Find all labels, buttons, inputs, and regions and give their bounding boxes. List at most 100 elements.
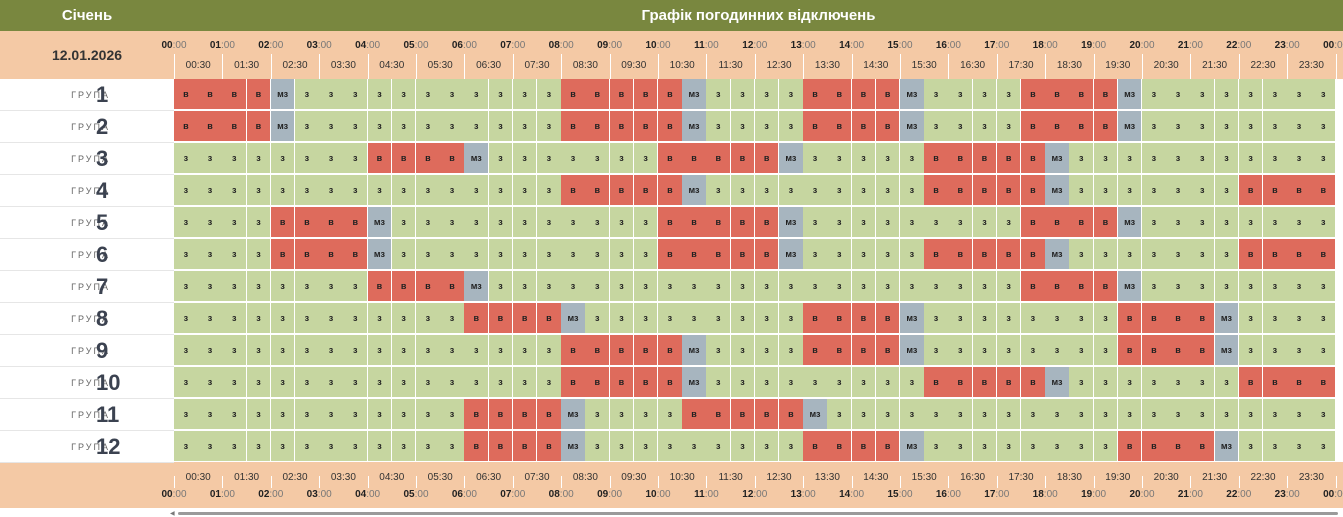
schedule-cell: з [464, 335, 490, 366]
hour-divider [319, 476, 321, 488]
hour-label: 01:00 [210, 489, 235, 500]
schedule-cell: з [585, 143, 611, 174]
schedule-cell: з [633, 399, 659, 430]
schedule-cell: в [706, 143, 732, 174]
schedule-cell: з [1166, 367, 1191, 398]
schedule-cell: мз [682, 111, 707, 142]
hour-value: 02 [258, 40, 270, 51]
horizontal-scrollbar[interactable]: ◀ [170, 510, 1343, 517]
hour-divider [464, 476, 466, 488]
hour-label: 00:00 [1323, 489, 1343, 500]
minute-suffix: :00 [656, 489, 671, 500]
schedule-cell: з [730, 431, 756, 462]
schedule-cell: з [512, 207, 538, 238]
schedule-cell: з [1214, 239, 1240, 270]
schedule-cell: з [1045, 303, 1070, 334]
schedule-cell: з [343, 303, 369, 334]
schedule-cell: в [391, 143, 417, 174]
schedule-cell: з [827, 175, 853, 206]
schedule-cell: з [198, 239, 223, 270]
schedule-cell: з [488, 271, 514, 302]
schedule-cell: з [1166, 175, 1191, 206]
schedule-cell: з [779, 175, 804, 206]
hour-label: 17:00 [984, 40, 1009, 51]
schedule-cell: з [900, 143, 925, 174]
schedule-cell: в [803, 79, 828, 110]
minute-suffix: :00 [704, 40, 719, 51]
schedule-cell: мз [270, 79, 296, 110]
schedule-cell: в [561, 79, 586, 110]
hour-divider [1190, 476, 1192, 488]
schedule-cell: з [1263, 431, 1288, 462]
hour-value: 21 [1177, 40, 1189, 51]
schedule-cell: з [537, 367, 562, 398]
schedule-cell: з [585, 431, 611, 462]
schedule-cell: з [1069, 143, 1095, 174]
half-hour-label: 12:30 [766, 60, 792, 71]
schedule-cell: з [440, 367, 465, 398]
schedule-cell: з [246, 175, 272, 206]
minute-suffix: :00 [463, 40, 477, 51]
half-hour-label: 05:30 [427, 472, 453, 483]
schedule-cell: з [730, 335, 756, 366]
schedule-cell: з [633, 207, 659, 238]
schedule-cell: з [851, 367, 877, 398]
schedule-cell: в [1238, 175, 1264, 206]
hour-divider [900, 476, 901, 488]
minute-suffix: :00 [1285, 40, 1300, 51]
schedule-cell: в [488, 303, 514, 334]
schedule-cell: з [996, 111, 1022, 142]
hour-value: 16 [935, 40, 947, 51]
schedule-cell: з [1190, 175, 1216, 206]
hour-value: 09 [597, 489, 609, 500]
schedule-cell: з [1021, 431, 1046, 462]
hour-value: 17 [984, 40, 996, 51]
schedule-cell: з [948, 335, 974, 366]
minute-suffix: :00 [1237, 489, 1252, 500]
schedule-cell: мз [367, 239, 393, 270]
hour-divider [464, 54, 466, 79]
half-hour-label: 08:30 [572, 60, 598, 71]
minute-suffix: :00 [801, 489, 816, 500]
half-hour-label: 17:30 [1008, 60, 1034, 71]
schedule-cell: з [295, 303, 320, 334]
schedule-cell: з [1287, 271, 1312, 302]
schedule-cell: з [1287, 79, 1312, 110]
schedule-cell: з [682, 271, 707, 302]
schedule-cell: з [730, 367, 756, 398]
minute-suffix: :00 [608, 40, 623, 51]
schedule-cell: з [1190, 399, 1216, 430]
schedule-cell: з [295, 111, 320, 142]
schedule-cell: з [1287, 399, 1312, 430]
schedule-cell: в [561, 335, 586, 366]
schedule-cell: з [1263, 271, 1288, 302]
hour-divider [512, 476, 514, 488]
schedule-cell: в [1166, 303, 1191, 334]
schedule-cell: з [924, 431, 949, 462]
schedule-cell: з [1190, 367, 1216, 398]
schedule-cell: з [900, 207, 925, 238]
hour-divider [996, 54, 998, 79]
schedule-cell: з [1069, 399, 1095, 430]
schedule-cell: з [270, 399, 296, 430]
schedule-cell: в [270, 239, 296, 270]
schedule-cell: з [1045, 335, 1070, 366]
hour-value: 22 [1226, 40, 1238, 51]
month-title: Січень [61, 7, 113, 24]
schedule-cell: з [948, 207, 974, 238]
schedule-cell: з [1238, 271, 1264, 302]
hour-divider [996, 476, 998, 488]
hour-divider [754, 476, 756, 488]
schedule-cell: в [488, 431, 514, 462]
hour-divider [851, 476, 853, 488]
schedule-cell: з [416, 111, 441, 142]
hour-label: 22:00 [1226, 40, 1251, 51]
schedule-cell: з [900, 399, 925, 430]
scrollbar-thumb[interactable] [178, 512, 1338, 515]
schedule-cell: в [924, 143, 949, 174]
schedule-cell: в [1021, 239, 1046, 270]
schedule-cell: в [537, 303, 562, 334]
schedule-cell: мз [367, 207, 393, 238]
hour-label: 14:00 [839, 40, 864, 51]
scroll-left-arrow-icon[interactable]: ◀ [170, 511, 175, 517]
